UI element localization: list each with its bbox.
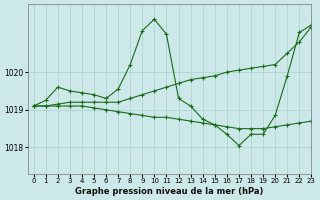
X-axis label: Graphe pression niveau de la mer (hPa): Graphe pression niveau de la mer (hPa) — [75, 187, 264, 196]
